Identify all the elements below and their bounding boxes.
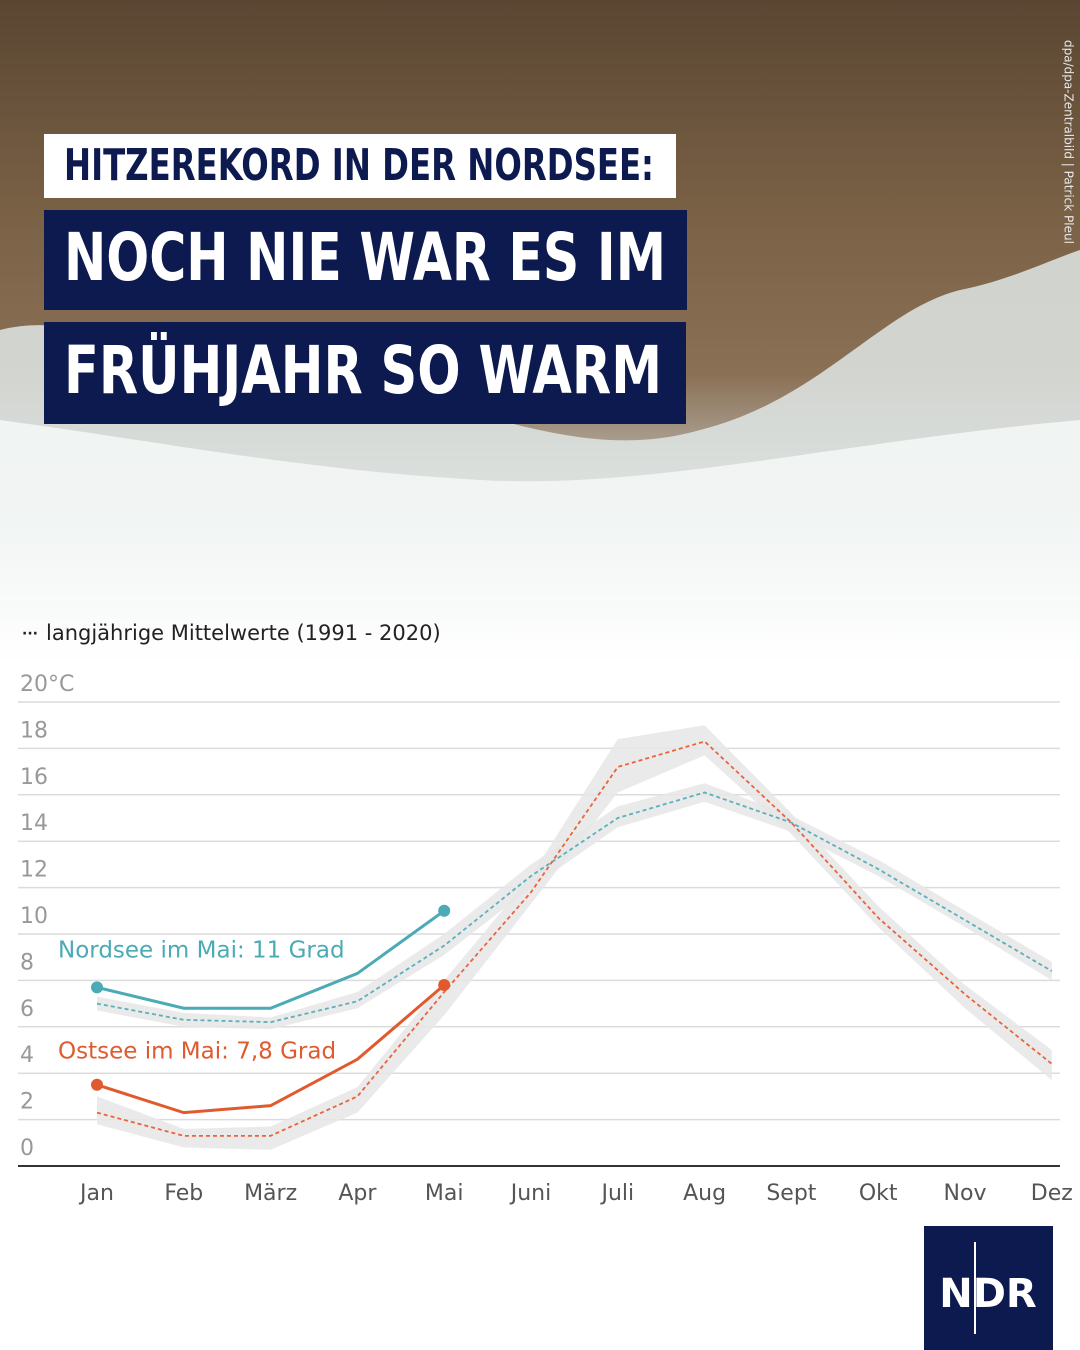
y-tick-label: 20°C [20, 672, 74, 697]
x-tick-label: Dez [1031, 1181, 1073, 1206]
x-tick-label: Okt [859, 1181, 898, 1206]
headline: FRÜHJAHR SO WARM [64, 332, 662, 409]
y-tick-label: 18 [20, 718, 48, 743]
logo: NDR [939, 1271, 1036, 1317]
logo-box [924, 1226, 1053, 1350]
x-tick-label: Feb [164, 1181, 203, 1206]
line [96, 740, 1053, 1137]
kicker: HITZEREKORD IN DER NORDSEE: [64, 140, 654, 191]
annotation: Ostsee im Mai: 7,8 Grad [58, 1039, 336, 1065]
range-band [97, 725, 1052, 1150]
point [91, 981, 103, 994]
x-tick-label: Apr [338, 1181, 377, 1206]
line [96, 983, 446, 1115]
point [91, 1078, 103, 1091]
y-tick-label: 8 [20, 950, 34, 975]
y-tick-label: 2 [20, 1090, 34, 1115]
headline-box [44, 210, 687, 310]
x-tick-label: März [244, 1181, 297, 1206]
x-tick-label: Mai [425, 1181, 464, 1206]
kicker-box [44, 134, 676, 198]
line [96, 909, 446, 1010]
y-tick-label: 10 [20, 904, 48, 929]
point [438, 979, 451, 992]
x-tick-label: Juni [509, 1181, 552, 1206]
plot: 0 2 4 6 8 10 12 14 16 18 20°C Jan Feb März Apr Mai Juni J… [18, 672, 1073, 1206]
fade [0, 520, 1080, 680]
y-tick-label: 0 [20, 1136, 34, 1161]
y-tick-label: 16 [20, 765, 48, 790]
legend: langjährige Mittelwerte (1991 - 2020) [46, 621, 441, 645]
annotation: Nordsee im Mai: 11 Grad [58, 938, 345, 964]
x-tick-label: Nov [944, 1181, 987, 1206]
headline-box [44, 322, 686, 424]
point [438, 904, 451, 917]
x-tick-label: Sept [766, 1181, 816, 1206]
y-tick-label: 4 [20, 1043, 34, 1068]
legend-symbol: ··· [22, 626, 38, 642]
y-tick-label: 6 [20, 997, 34, 1022]
photo-credit: dpa/dpa-Zentralbild | Patrick Pleul [1062, 40, 1076, 244]
headline: NOCH NIE WAR ES IM [64, 219, 666, 296]
x-tick-label: Juli [599, 1181, 634, 1206]
y-tick-label: 12 [20, 858, 48, 883]
x-tick-label: Jan [78, 1181, 114, 1206]
x-tick-label: Aug [683, 1181, 726, 1206]
y-tick-label: 14 [20, 811, 48, 836]
